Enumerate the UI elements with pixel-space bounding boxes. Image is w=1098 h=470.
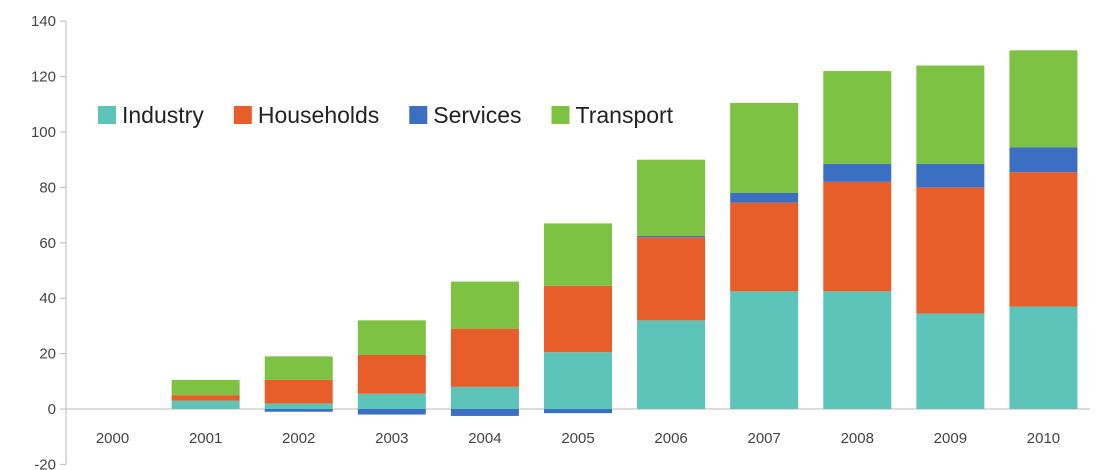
bar-industry-2010 [1009,306,1078,409]
bar-industry-2004 [450,386,519,409]
x-tick-label: 2006 [654,430,687,447]
bar-industry-2002 [264,403,333,409]
bar-services-2008 [823,163,892,182]
bar-transport-2004 [450,281,519,329]
bar-households-2008 [823,181,892,292]
y-tick-label: -20 [34,456,56,470]
bar-households-2009 [916,187,985,314]
y-tick-label: 140 [31,13,56,30]
x-tick-label: 2004 [468,430,501,447]
bar-transport-2008 [823,71,892,164]
bar-households-2004 [450,328,519,387]
legend-label-services: Services [433,102,521,128]
y-tick-label: 20 [39,346,56,363]
legend-label-transport: Transport [576,102,674,128]
y-tick-label: 40 [39,290,56,307]
x-tick-label: 2009 [934,430,967,447]
bar-households-2007 [730,202,799,292]
y-tick-label: 120 [31,69,56,86]
bar-transport-2003 [357,320,426,355]
x-tick-label: 2007 [747,430,780,447]
x-tick-label: 2003 [375,430,408,447]
x-axis-ticks: 2000 2001 2002 2003 2004 2005 2006 2007 2008 2009… [96,430,1060,447]
bar-industry-2008 [823,291,892,409]
x-tick-label: 2002 [282,430,315,447]
x-tick-label: 2008 [841,430,874,447]
bars-group [171,50,1078,416]
bar-transport-2009 [916,65,985,164]
legend-swatch-industry [98,106,116,124]
bar-transport-2006 [637,159,706,236]
bar-services-2006 [637,235,706,238]
bar-transport-2002 [264,356,333,380]
bar-industry-2007 [730,291,799,409]
y-tick-label: 0 [48,401,56,418]
legend-swatch-transport [551,106,570,124]
bar-services-2009 [916,163,985,188]
bar-services-2002 [264,409,333,412]
bar-industry-2003 [357,393,426,409]
x-tick-label: 2005 [561,430,594,447]
y-axis-ticks: -20 0 20 40 60 80 100 120 140 [31,13,66,470]
bar-services-2003 [357,409,426,415]
bar-transport-2005 [544,223,612,286]
bar-households-2002 [264,379,333,404]
x-tick-label: 2000 [96,430,129,447]
x-tick-label: 2001 [189,430,222,447]
y-tick-label: 60 [39,235,56,252]
legend-swatch-services [409,106,428,124]
legend-label-industry: Industry [122,102,204,128]
bar-transport-2001 [171,379,240,396]
bar-households-2003 [357,354,426,394]
bar-industry-2006 [637,320,706,409]
y-tick-label: 80 [39,179,56,196]
legend-label-households: Households [258,102,379,128]
bar-households-2001 [171,395,240,401]
bar-services-2004 [450,409,519,416]
x-tick-label: 2010 [1027,430,1060,447]
bar-services-2007 [730,192,799,203]
bar-industry-2009 [916,313,985,409]
bar-households-2010 [1009,172,1078,307]
bar-households-2006 [637,237,706,321]
bar-transport-2007 [730,102,799,193]
bar-households-2005 [544,285,612,353]
legend: Industry Households Services Transport [98,102,674,128]
legend-swatch-households [233,106,252,124]
bar-industry-2001 [171,400,240,409]
bar-services-2010 [1009,147,1078,173]
bar-services-2005 [544,409,612,414]
y-tick-label: 100 [31,124,56,141]
bar-transport-2010 [1009,50,1078,148]
bar-industry-2005 [544,352,612,409]
